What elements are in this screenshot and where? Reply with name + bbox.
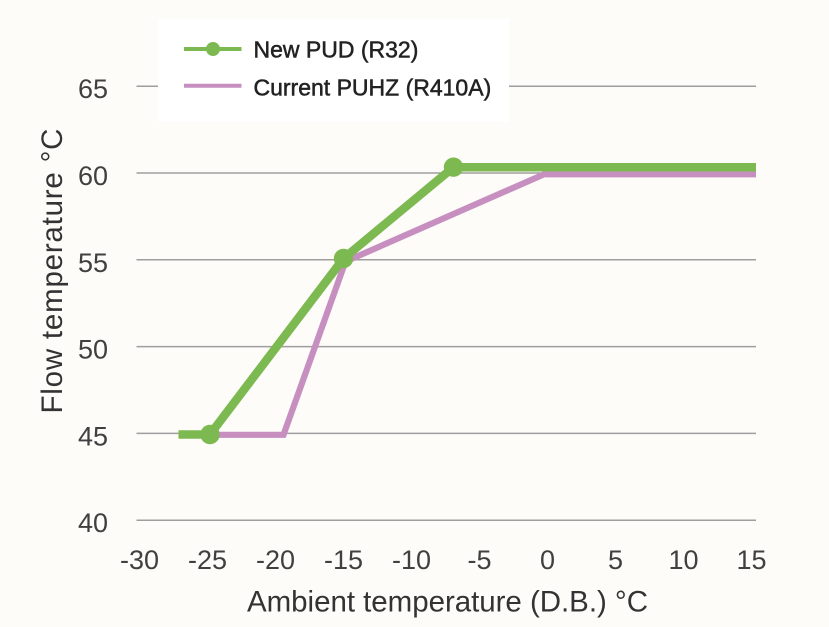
svg-text:-25: -25	[188, 545, 227, 575]
svg-text:Ambient temperature (D.B.) °C: Ambient temperature (D.B.) °C	[247, 586, 648, 619]
svg-text:0: 0	[540, 545, 555, 575]
svg-text:5: 5	[608, 545, 623, 575]
svg-text:-15: -15	[324, 545, 363, 575]
svg-text:45: 45	[78, 421, 108, 451]
svg-text:15: 15	[736, 545, 766, 575]
svg-text:65: 65	[78, 74, 108, 104]
svg-text:-20: -20	[256, 545, 295, 575]
svg-text:10: 10	[668, 545, 698, 575]
svg-text:New PUD (R32): New PUD (R32)	[254, 37, 419, 63]
svg-text:-30: -30	[120, 545, 159, 575]
svg-text:-5: -5	[467, 545, 491, 575]
svg-text:50: 50	[78, 335, 108, 365]
svg-text:55: 55	[78, 248, 108, 278]
svg-text:40: 40	[78, 508, 108, 538]
svg-text:Flow temperature °C: Flow temperature °C	[36, 129, 69, 414]
svg-text:Current PUHZ (R410A): Current PUHZ (R410A)	[254, 75, 492, 101]
svg-text:60: 60	[78, 161, 108, 191]
svg-text:-10: -10	[392, 545, 431, 575]
